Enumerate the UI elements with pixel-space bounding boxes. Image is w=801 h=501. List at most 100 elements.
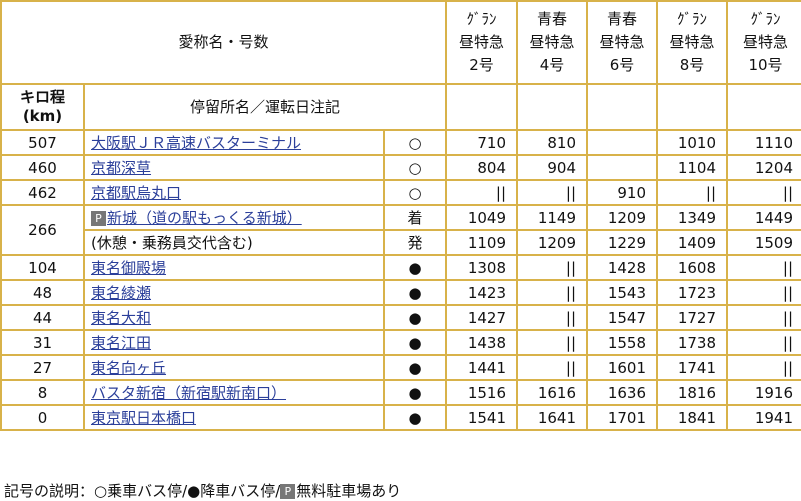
time-cell: 910 xyxy=(586,179,658,206)
table-row: 8 バスタ新宿（新宿駅新南口） ● 1516 1616 1636 1816 1916 xyxy=(0,379,801,406)
legend-footnote: 記号の説明：○乗車バス停/●降車バス停/P 無料駐車場あり xyxy=(4,480,401,501)
km-cell: 462 xyxy=(0,179,85,206)
table-row: 44 東名大和 ● 1427 || 1547 1727 || xyxy=(0,304,801,331)
service-header: ｸﾞﾗﾝ 昼特急 2号 xyxy=(445,0,518,85)
service-type: ｸﾞﾗﾝ xyxy=(676,10,707,28)
service-type: ｸﾞﾗﾝ xyxy=(466,10,497,28)
stop-link[interactable]: 東京駅日本橋口 xyxy=(91,409,197,427)
stop-cell: 東名江田 xyxy=(83,329,385,356)
service-number: 10号 xyxy=(748,56,783,74)
service-name: 昼特急 xyxy=(599,33,645,51)
time-cell: 1349 xyxy=(656,204,728,231)
time-cell: || xyxy=(445,179,518,206)
time-cell: 1109 xyxy=(445,229,518,256)
departure-mark: 発 xyxy=(383,229,447,256)
time-cell: 1010 xyxy=(656,129,728,156)
timetable: 愛称名・号数 ｸﾞﾗﾝ 昼特急 2号 青春 昼特急 4号 青春 昼特急 6号 ｸﾞﾗﾝ 昼特急… xyxy=(0,0,801,431)
stop-type-mark: ○ xyxy=(383,129,447,156)
table-row: 266 P 新城（道の駅もっくる新城） 着 1049 1149 1209 1349 1449 xyxy=(0,204,801,256)
time-cell: 1541 xyxy=(445,404,518,431)
time-cell: 1738 xyxy=(656,329,728,356)
time-cell: 1616 xyxy=(516,379,588,406)
stop-cell: 東名綾瀬 xyxy=(83,279,385,306)
stop-link[interactable]: 大阪駅ＪＲ高速バスターミナル xyxy=(91,134,302,152)
stop-link[interactable]: 京都駅烏丸口 xyxy=(91,184,182,202)
legend-text: 無料駐車場あり xyxy=(296,482,402,500)
time-cell: || xyxy=(516,279,588,306)
service-number: 2号 xyxy=(469,56,494,74)
service-type: ｸﾞﾗﾝ xyxy=(750,10,781,28)
stop-link[interactable]: 東名向ヶ丘 xyxy=(91,359,167,377)
time-cell: 1049 xyxy=(445,204,518,231)
table-row: 27 東名向ヶ丘 ● 1441 || 1601 1741 || xyxy=(0,354,801,381)
time-cell: 1723 xyxy=(656,279,728,306)
stop-type-mark: ● xyxy=(383,354,447,381)
service-header: 青春 昼特急 4号 xyxy=(516,0,588,85)
time-cell: 804 xyxy=(445,154,518,181)
stop-type-mark: ● xyxy=(383,279,447,306)
time-cell: 1916 xyxy=(726,379,801,406)
time-cell: || xyxy=(726,329,801,356)
km-cell: 48 xyxy=(0,279,85,306)
time-cell: || xyxy=(516,304,588,331)
time-cell: 1449 xyxy=(726,204,801,231)
stop-type-mark: ● xyxy=(383,379,447,406)
time-cell: || xyxy=(726,254,801,281)
empty-cell xyxy=(726,83,801,131)
empty-cell xyxy=(656,83,728,131)
stop-cell: 東名大和 xyxy=(83,304,385,331)
service-number: 6号 xyxy=(609,56,635,74)
time-cell: || xyxy=(726,179,801,206)
service-name: 昼特急 xyxy=(742,33,788,51)
km-cell: 0 xyxy=(0,404,85,431)
service-name: 昼特急 xyxy=(529,33,575,51)
stop-link[interactable]: 東名綾瀬 xyxy=(91,284,152,302)
stop-cell: バスタ新宿（新宿駅新南口） xyxy=(83,379,385,406)
time-cell: 1509 xyxy=(726,229,801,256)
stop-link[interactable]: 東名江田 xyxy=(91,334,152,352)
stop-type-mark: ● xyxy=(383,329,447,356)
stop-cell: 京都駅烏丸口 xyxy=(83,179,385,206)
time-cell: 810 xyxy=(516,129,588,156)
km-cell: 104 xyxy=(0,254,85,281)
stop-link[interactable]: 東名大和 xyxy=(91,309,152,327)
stop-link[interactable]: 新城（道の駅もっくる新城） xyxy=(107,209,302,227)
time-cell: 1104 xyxy=(656,154,728,181)
km-cell: 31 xyxy=(0,329,85,356)
km-cell: 266 xyxy=(0,204,85,256)
time-cell: 904 xyxy=(516,154,588,181)
time-cell: 1601 xyxy=(586,354,658,381)
stop-cell: 東京駅日本橋口 xyxy=(83,404,385,431)
stop-header: 停留所名／運転日注記 xyxy=(83,83,447,131)
time-cell: || xyxy=(726,279,801,306)
time-cell: 1941 xyxy=(726,404,801,431)
time-cell xyxy=(586,154,658,181)
time-cell: 1423 xyxy=(445,279,518,306)
time-cell: 1308 xyxy=(445,254,518,281)
stop-cell: P 新城（道の駅もっくる新城） xyxy=(83,204,385,231)
service-header: 青春昼特急 6号 xyxy=(586,0,658,85)
time-cell: 1428 xyxy=(586,254,658,281)
time-cell: 1636 xyxy=(586,379,658,406)
service-header: ｸﾞﾗﾝ 昼特急 10号 xyxy=(726,0,801,85)
service-type: 青春 xyxy=(606,10,637,28)
stop-link[interactable]: 京都深草 xyxy=(91,159,152,177)
service-header: ｸﾞﾗﾝ 昼特急 8号 xyxy=(656,0,728,85)
stop-type-mark: ● xyxy=(383,404,447,431)
time-cell: 1438 xyxy=(445,329,518,356)
stop-link[interactable]: バスタ新宿（新宿駅新南口） xyxy=(91,384,287,402)
time-cell: 1516 xyxy=(445,379,518,406)
arrival-mark: 着 xyxy=(383,204,447,231)
time-cell: 1209 xyxy=(516,229,588,256)
stop-cell: 東名向ヶ丘 xyxy=(83,354,385,381)
time-cell: 1149 xyxy=(516,204,588,231)
time-cell: 1547 xyxy=(586,304,658,331)
stop-link[interactable]: 東名御殿場 xyxy=(91,259,167,277)
time-cell: 1209 xyxy=(586,204,658,231)
service-name: 昼特急 xyxy=(669,33,715,51)
name-header: 愛称名・号数 xyxy=(0,0,447,85)
time-cell: 1641 xyxy=(516,404,588,431)
time-cell: 1741 xyxy=(656,354,728,381)
service-type: 青春 xyxy=(536,10,567,28)
stop-cell: 大阪駅ＪＲ高速バスターミナル xyxy=(83,129,385,156)
